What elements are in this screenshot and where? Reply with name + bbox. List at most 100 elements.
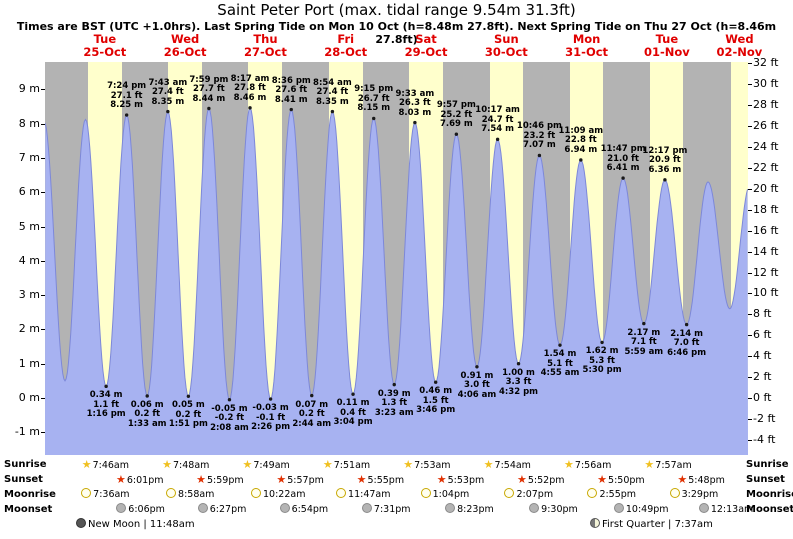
day-name: Mon	[572, 32, 601, 46]
moonset-entry: 8:23pm	[445, 503, 494, 516]
high-tide-label: 12:17 pm 20.9 ft 6.36 m	[639, 146, 691, 176]
tide-label-line: 1.5 ft	[422, 395, 449, 406]
high-tide-marker	[372, 116, 376, 121]
tide-label-line: 7:43 am	[148, 77, 188, 88]
page-title: Saint Peter Port (max. tidal range 9.54m…	[217, 1, 576, 19]
low-tide-marker	[475, 365, 479, 369]
tide-label-line: 0.06 m	[130, 399, 164, 410]
tide-label-line: 26.7 ft	[357, 93, 390, 104]
moonrise-icon	[504, 488, 515, 498]
sunrise-star-icon: ★	[81, 458, 92, 471]
chart-subtitle: Times are BST (UTC +1.0hrs). Last Spring…	[16, 20, 777, 46]
axis-tick	[748, 314, 752, 316]
tide-plot-area: 0.34 m 1.1 ft 1:16 pm 7:24 pm 27.1 ft 8.25 m 0…	[45, 62, 748, 455]
day-name: Tue	[93, 32, 117, 46]
low-tide-marker	[104, 384, 108, 389]
tide-label-line: 23.2 ft	[523, 130, 556, 141]
first-quarter-icon	[590, 518, 600, 528]
feet-axis-label: 26 ft	[753, 119, 779, 133]
tide-label-line: 27.4 ft	[151, 87, 184, 98]
moonset-entry: 7:31pm	[361, 503, 411, 516]
sunset-time: 5:52pm	[527, 475, 565, 486]
meters-axis-label: 0 m	[18, 391, 40, 404]
low-tide-label: 2.17 m 7.1 ft 5:59 am	[618, 328, 670, 358]
tide-label-line: 1.62 m	[585, 346, 619, 357]
high-tide-label: 8:17 am 27.8 ft 8.46 m	[224, 74, 276, 104]
day-header: Wed 02-Nov	[702, 33, 776, 59]
axis-tick	[748, 398, 752, 399]
low-tide-label: 0.07 m 0.2 ft 2:44 am	[286, 400, 338, 430]
sunrise-star-icon: ★	[644, 458, 655, 471]
sunset-star-icon: ★	[196, 473, 207, 486]
tide-label-line: 11:47 pm	[600, 144, 646, 155]
sunset-entry: ★5:50pm	[597, 473, 645, 487]
axis-tick	[748, 230, 752, 232]
moonset-entry: 9:30pm	[529, 503, 578, 516]
moonset-icon	[445, 503, 456, 513]
low-tide-label: 1.54 m 5.1 ft 4:55 am	[534, 350, 586, 379]
tide-label-line: 1.3 ft	[381, 398, 408, 409]
sunrise-time: 7:48am	[173, 460, 210, 471]
sunrise-entry: ★7:56am	[564, 458, 611, 472]
meters-axis-label: -1 m	[14, 425, 40, 439]
sunset-star-icon: ★	[436, 473, 447, 486]
moonset-row-label: Moonset	[4, 504, 53, 515]
axis-tick	[748, 439, 752, 441]
tide-label-line: 20.9 ft	[649, 155, 681, 166]
day-date: 01-Nov	[643, 45, 690, 59]
low-tide-label: 0.11 m 0.4 ft 3:04 pm	[327, 399, 379, 428]
moonset-time: 6:54pm	[291, 504, 329, 515]
day-name: Thu	[253, 32, 278, 46]
tide-curve-line	[45, 106, 748, 401]
meters-axis-label: 7 m	[18, 150, 40, 164]
axis-tick	[748, 293, 752, 295]
axis-tick	[41, 363, 45, 365]
first-quarter-note: First Quarter | 7:37am	[590, 518, 713, 531]
high-tide-marker	[621, 176, 625, 180]
sunrise-time: 7:46am	[92, 460, 130, 471]
tide-label-line: 0.2 ft	[175, 409, 202, 420]
axis-tick	[748, 272, 752, 274]
day-header: Sat 29-Oct	[389, 33, 463, 59]
sunset-star-icon: ★	[276, 473, 287, 486]
high-tide-marker	[124, 113, 129, 117]
tide-label-line: -0.03 m	[252, 403, 289, 414]
sunrise-star-icon: ★	[403, 458, 414, 471]
tide-label-line: 8:36 pm	[271, 75, 311, 86]
feet-axis-label: 4 ft	[753, 349, 772, 363]
meters-axis-label: 6 m	[18, 185, 40, 199]
low-tide-marker	[600, 340, 604, 345]
low-tide-marker	[392, 382, 396, 387]
high-tide-marker	[495, 137, 500, 142]
high-tide-marker	[330, 109, 335, 114]
axis-tick	[41, 295, 45, 297]
moonset-entry: 6:54pm	[279, 503, 329, 516]
tide-curve	[45, 106, 748, 455]
sunset-entry: ★5:48pm	[677, 473, 725, 487]
low-tide-label: -0.03 m -0.1 ft 2:26 pm	[245, 404, 297, 433]
sunset-time: 5:57pm	[287, 475, 324, 486]
tide-label-line: 7:24 pm	[107, 81, 147, 92]
moonrise-icon	[669, 488, 680, 498]
high-tide-marker	[579, 158, 583, 162]
meters-axis-label: 8 m	[18, 116, 40, 130]
moonrise-entry: 2:07pm	[504, 488, 553, 501]
day-name: Tue	[655, 32, 679, 46]
day-date: 25-Oct	[83, 45, 127, 59]
axis-tick	[41, 157, 45, 159]
tide-label-line: 0.39 m	[377, 388, 411, 399]
meters-axis-label: 2 m	[18, 322, 40, 336]
moonrise-entry: 2:55pm	[587, 488, 636, 501]
tide-label-line: -0.2 ft	[214, 413, 245, 424]
high-tide-marker	[537, 153, 542, 158]
tide-label-line: 7.0 ft	[673, 338, 700, 349]
day-header: Sun 30-Oct	[469, 33, 543, 59]
low-tide-label: 1.00 m 3.3 ft 4:32 pm	[493, 368, 545, 398]
low-tide-label: 0.39 m 1.3 ft 3:23 am	[368, 388, 420, 419]
sunrise-entry: ★7:49am	[242, 458, 289, 472]
day-date: 27-Oct	[244, 45, 287, 59]
sunrise-time: 7:57am	[655, 460, 692, 471]
tide-label-line: 21.0 ft	[607, 153, 639, 164]
moonrise-time: 2:07pm	[516, 489, 554, 500]
low-tide-marker	[516, 362, 521, 366]
